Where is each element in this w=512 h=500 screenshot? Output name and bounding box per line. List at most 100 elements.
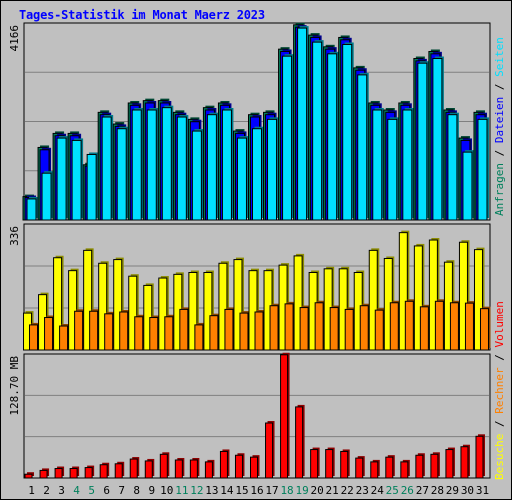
x-tick-label: 8 — [133, 484, 140, 497]
bar-volumen-day-19 — [295, 406, 304, 479]
x-tick-label: 27 — [416, 484, 429, 497]
bar-rechner-day-12 — [194, 324, 204, 351]
bar-rechner-day-18 — [284, 303, 294, 351]
y-max-label: 336 — [8, 226, 21, 246]
bar-seiten-day-12 — [191, 130, 202, 221]
bar-rechner-day-6 — [104, 313, 114, 351]
x-tick-label: 24 — [371, 484, 385, 497]
bar-seiten-day-29 — [447, 114, 458, 221]
x-tick-label: 20 — [311, 484, 324, 497]
bar-seiten-day-3 — [56, 137, 67, 221]
x-tick-label: 18 — [280, 484, 293, 497]
bar-rechner-day-31 — [479, 308, 489, 351]
bar-volumen-day-21 — [325, 449, 334, 479]
bar-volumen-day-17 — [265, 422, 274, 479]
legend-slash: / — [493, 354, 506, 367]
bar-volumen-day-24 — [370, 461, 379, 479]
x-tick-label: 12 — [190, 484, 203, 497]
bar-besuche-day-30 — [458, 241, 468, 351]
x-tick-label: 30 — [461, 484, 474, 497]
x-tick-label: 21 — [326, 484, 339, 497]
bar-volumen-day-10 — [159, 453, 168, 479]
bar-volumen-day-26 — [400, 461, 409, 479]
bar-volumen-day-18 — [280, 354, 289, 479]
x-tick-label: 31 — [476, 484, 489, 497]
chart-title: Tages-Statistik im Monat Maerz 2023 — [19, 8, 265, 22]
bar-seiten-day-7 — [116, 128, 127, 221]
bar-seiten-day-20 — [312, 41, 323, 221]
bar-seiten-day-24 — [372, 109, 383, 221]
legend-vertical: Besuche / Rechner / Volumen — [493, 301, 506, 480]
bar-rechner-day-14 — [224, 308, 234, 351]
bar-seiten-day-27 — [417, 62, 428, 221]
bar-rechner-day-27 — [419, 306, 429, 351]
legend-slash: / — [493, 150, 506, 163]
x-tick-label: 22 — [341, 484, 354, 497]
bar-besuche-day-26 — [398, 232, 408, 351]
bar-seiten-day-2 — [41, 172, 52, 221]
y-max-label: 128.70 MB — [8, 356, 21, 416]
bar-rechner-day-21 — [329, 307, 339, 351]
legend-item-dateien: Dateien — [493, 97, 506, 150]
bar-volumen-day-12 — [189, 459, 198, 479]
legend-slash: / — [493, 420, 506, 433]
legend-item-seiten: Seiten — [493, 37, 506, 83]
bar-besuche-day-27 — [413, 245, 423, 351]
x-tick-label: 6 — [103, 484, 110, 497]
bar-rechner-day-20 — [314, 302, 324, 351]
bar-besuche-day-8 — [128, 275, 138, 351]
bar-rechner-day-1 — [29, 324, 39, 351]
bar-volumen-day-28 — [430, 453, 439, 479]
bar-seiten-day-17 — [267, 118, 278, 221]
bar-volumen-day-7 — [114, 463, 123, 479]
bar-rechner-day-9 — [149, 317, 159, 351]
bar-besuche-day-5 — [83, 249, 93, 351]
bar-seiten-day-28 — [432, 58, 443, 221]
bar-volumen-day-1 — [24, 473, 33, 479]
bar-rechner-day-19 — [299, 307, 309, 351]
bar-seiten-day-26 — [402, 109, 413, 221]
bar-rechner-day-4 — [74, 310, 84, 351]
bar-seiten-day-23 — [357, 74, 368, 221]
bar-rechner-day-7 — [119, 311, 129, 351]
x-tick-label: 2 — [43, 484, 50, 497]
x-tick-label: 9 — [148, 484, 155, 497]
x-tick-label: 11 — [175, 484, 188, 497]
x-tick-label: 5 — [88, 484, 95, 497]
bar-rechner-day-17 — [269, 305, 279, 351]
x-tick-label: 16 — [250, 484, 263, 497]
bar-volumen-day-22 — [340, 450, 349, 479]
bar-volumen-day-14 — [219, 450, 228, 479]
bar-seiten-day-15 — [236, 137, 247, 221]
bar-volumen-day-20 — [310, 449, 319, 479]
bar-volumen-day-11 — [174, 459, 183, 479]
legend-item-rechner: Rechner — [493, 367, 506, 420]
bar-besuche-day-12 — [188, 272, 198, 351]
bar-rechner-day-29 — [449, 302, 459, 351]
bar-volumen-day-9 — [144, 460, 153, 479]
bar-rechner-day-3 — [59, 325, 69, 351]
bar-seiten-day-22 — [342, 43, 353, 221]
x-tick-label: 23 — [356, 484, 369, 497]
bar-seiten-day-30 — [462, 151, 473, 221]
bar-rechner-day-22 — [344, 308, 354, 351]
bar-volumen-day-15 — [234, 454, 243, 479]
bar-besuche-day-13 — [203, 272, 213, 351]
bar-besuche-day-19 — [293, 255, 303, 351]
bar-seiten-day-14 — [221, 109, 232, 221]
bar-seiten-day-11 — [176, 116, 187, 221]
bar-rechner-day-24 — [374, 309, 384, 351]
bar-rechner-day-8 — [134, 316, 144, 351]
x-tick-label: 19 — [295, 484, 308, 497]
bar-seiten-day-5 — [86, 153, 97, 221]
bar-seiten-day-21 — [327, 53, 338, 221]
y-max-label: 4166 — [8, 25, 21, 52]
bar-volumen-day-6 — [99, 464, 108, 479]
x-tick-label: 4 — [73, 484, 80, 497]
bar-besuche-day-28 — [428, 239, 438, 351]
x-tick-label: 1 — [28, 484, 35, 497]
bar-seiten-day-4 — [71, 139, 82, 221]
x-tick-label: 13 — [205, 484, 218, 497]
bar-rechner-day-10 — [164, 316, 174, 351]
bar-seiten-day-16 — [252, 128, 262, 221]
